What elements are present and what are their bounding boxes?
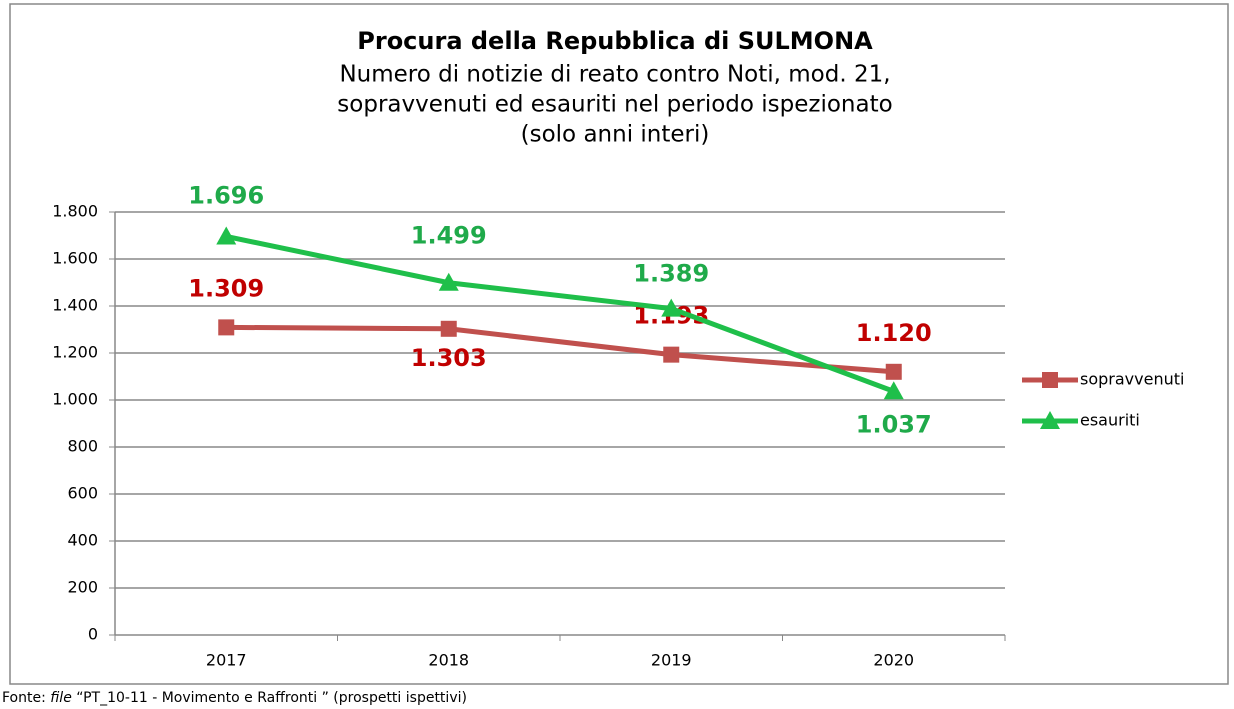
x-tick-label: 2018 xyxy=(428,651,469,670)
source-note: Fonte: file “PT_10-11 - Movimento e Raff… xyxy=(2,690,467,706)
y-tick-label: 400 xyxy=(67,531,98,550)
y-tick-label: 200 xyxy=(67,578,98,597)
data-label: 1.309 xyxy=(188,274,264,302)
y-tick-label: 1.200 xyxy=(52,343,98,362)
y-tick-label: 600 xyxy=(67,484,98,503)
legend-label: sopravvenuti xyxy=(1080,370,1184,389)
data-label: 1.389 xyxy=(633,260,709,288)
chart-subtitle: Numero di notizie di reato contro Noti, … xyxy=(339,62,890,88)
line-marker xyxy=(885,363,902,380)
y-tick-label: 1.800 xyxy=(52,202,98,221)
data-label: 1.696 xyxy=(188,181,264,209)
y-tick-label: 0 xyxy=(88,625,98,644)
series-line xyxy=(225,233,895,394)
y-tick-label: 1.000 xyxy=(52,390,98,409)
chart-subtitle: (solo anni interi) xyxy=(521,122,710,148)
chart-frame xyxy=(9,3,1229,685)
x-tick-label: 2020 xyxy=(873,651,914,670)
line-marker xyxy=(440,320,457,337)
y-tick-label: 800 xyxy=(67,437,98,456)
y-tick-label: 1.400 xyxy=(52,296,98,315)
source-italic: file xyxy=(50,690,72,706)
data-label: 1.037 xyxy=(856,410,932,438)
x-tick-label: 2017 xyxy=(206,651,247,670)
data-label: 1.499 xyxy=(411,222,487,250)
x-tick-label: 2019 xyxy=(651,651,692,670)
legend-marker xyxy=(1042,372,1058,388)
line-marker xyxy=(216,226,237,245)
line-marker xyxy=(438,272,459,291)
legend-marker xyxy=(1040,411,1060,429)
series-line xyxy=(226,324,894,375)
chart-subtitle: sopravvenuti ed esauriti nel periodo isp… xyxy=(337,92,892,118)
data-label: 1.303 xyxy=(411,344,487,372)
legend-label: esauriti xyxy=(1080,411,1140,430)
data-label: 1.120 xyxy=(856,319,932,347)
y-tick-label: 1.600 xyxy=(52,249,98,268)
source-prefix: Fonte: xyxy=(2,690,50,706)
line-marker xyxy=(663,346,680,363)
source-rest: “PT_10-11 - Movimento e Raffronti ” (pro… xyxy=(72,690,467,706)
line-marker xyxy=(883,381,904,400)
line-marker xyxy=(218,319,235,336)
line-marker xyxy=(661,298,682,317)
chart-title: Procura della Repubblica di SULMONA xyxy=(357,27,873,55)
